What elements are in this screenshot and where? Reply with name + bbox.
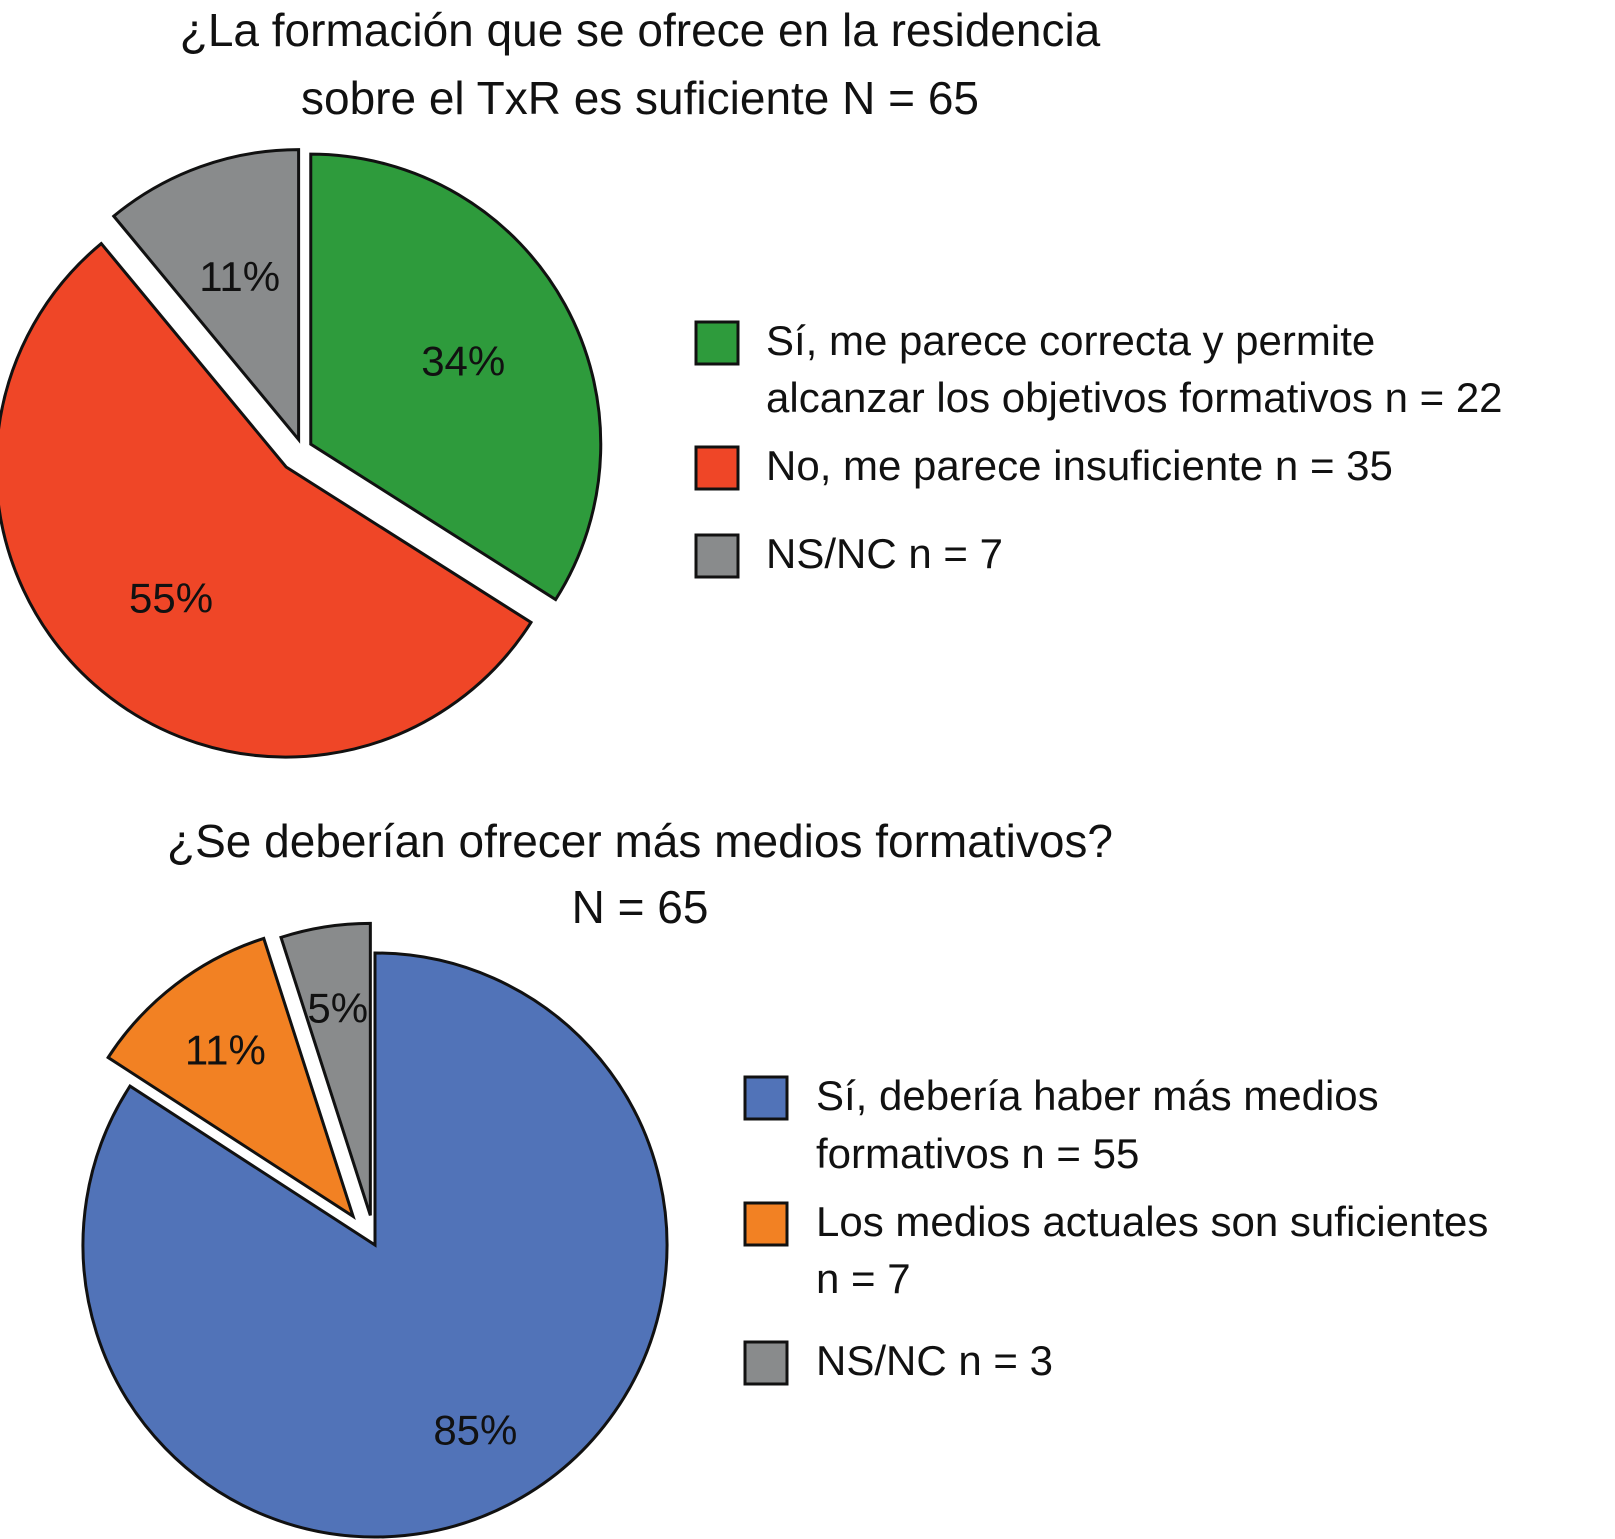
legend-entry-text: Los medios actuales son suficientes (816, 1198, 1488, 1245)
legend-entry-text: formativos n = 55 (816, 1130, 1139, 1177)
pie-slice (279, 921, 372, 1216)
chart-title-line: N = 65 (572, 881, 709, 933)
legend-entry-text: Sí, debería haber más medios (816, 1072, 1379, 1119)
chart-title-line: sobre el TxR es suficiente N = 65 (301, 72, 979, 124)
pie-slice (81, 951, 669, 1539)
legend-entry-text: n = 7 (816, 1255, 911, 1302)
slice-percent-label: 85% (433, 1407, 517, 1454)
slice-percent-label: 34% (421, 337, 505, 384)
legend-swatch (743, 1340, 789, 1386)
legend-entry-text: No, me parece insuficiente n = 35 (766, 442, 1393, 489)
pie-chart-2: ¿Se deberían ofrecer más medios formativ… (81, 815, 1488, 1539)
legend-entry-text: Sí, me parece correcta y permite (766, 317, 1375, 364)
legend-swatch (694, 445, 740, 491)
legend-swatch (743, 1075, 789, 1121)
legend-entry-text: NS/NC n = 3 (816, 1337, 1053, 1384)
legend-swatch (694, 533, 740, 579)
chart-title-line: ¿La formación que se ofrece en la reside… (180, 4, 1101, 56)
pie-slice (0, 241, 534, 759)
pie-slice (106, 936, 356, 1220)
legend-swatch (743, 1201, 789, 1247)
legend-entry-text: NS/NC n = 7 (766, 530, 1003, 577)
pie-chart-1: ¿La formación que se ofrece en la reside… (0, 4, 1503, 759)
pie-slice (111, 148, 301, 444)
slice-percent-label: 11% (185, 1026, 266, 1073)
pie-slice (309, 152, 603, 602)
legend-swatch (694, 320, 740, 366)
slice-percent-label: 5% (307, 985, 368, 1032)
chart-title-line: ¿Se deberían ofrecer más medios formativ… (167, 815, 1113, 867)
legend-entry-text: alcanzar los objetivos formativos n = 22 (766, 374, 1503, 421)
slice-percent-label: 55% (129, 575, 213, 622)
legend: Sí, me parece correcta y permite alcanzar… (694, 317, 1503, 579)
slice-percent-label: 11% (199, 253, 280, 300)
legend: Sí, debería haber más medios formativos n… (743, 1072, 1488, 1386)
